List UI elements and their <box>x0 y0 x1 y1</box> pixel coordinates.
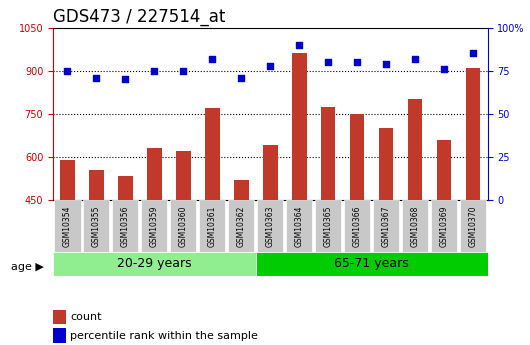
Text: GSM10366: GSM10366 <box>353 205 361 247</box>
Text: percentile rank within the sample: percentile rank within the sample <box>70 331 258 341</box>
FancyBboxPatch shape <box>199 200 225 252</box>
Point <box>469 51 478 56</box>
FancyBboxPatch shape <box>373 200 399 252</box>
Bar <box>234 180 249 200</box>
Point <box>382 61 391 67</box>
Text: GSM10365: GSM10365 <box>324 205 333 247</box>
Text: age ▶: age ▶ <box>11 263 43 272</box>
Point <box>150 68 158 73</box>
Point <box>353 59 361 65</box>
Point <box>440 66 448 72</box>
Point <box>121 77 130 82</box>
FancyBboxPatch shape <box>286 200 312 252</box>
Text: GSM10364: GSM10364 <box>295 205 304 247</box>
Text: GSM10367: GSM10367 <box>382 205 391 247</box>
FancyBboxPatch shape <box>142 200 167 252</box>
Point <box>295 42 304 48</box>
Bar <box>176 151 191 200</box>
Text: GSM10355: GSM10355 <box>92 205 101 247</box>
Point <box>266 63 275 68</box>
FancyBboxPatch shape <box>53 252 256 276</box>
Bar <box>466 68 480 200</box>
Bar <box>292 53 306 200</box>
Text: GSM10362: GSM10362 <box>237 205 246 247</box>
Bar <box>118 176 132 200</box>
Text: GSM10354: GSM10354 <box>63 205 72 247</box>
Text: GSM10361: GSM10361 <box>208 205 217 247</box>
Text: GSM10369: GSM10369 <box>440 205 448 247</box>
Point <box>92 75 101 80</box>
Bar <box>263 146 278 200</box>
Text: GSM10359: GSM10359 <box>150 205 159 247</box>
Text: GSM10363: GSM10363 <box>266 205 275 247</box>
Text: GSM10356: GSM10356 <box>121 205 130 247</box>
Bar <box>379 128 393 200</box>
Bar <box>350 114 365 200</box>
Point <box>324 59 332 65</box>
Point <box>63 68 72 73</box>
FancyBboxPatch shape <box>257 200 284 252</box>
Text: count: count <box>70 312 102 322</box>
FancyBboxPatch shape <box>83 200 110 252</box>
FancyBboxPatch shape <box>228 200 254 252</box>
Bar <box>147 148 162 200</box>
Point <box>237 75 245 80</box>
Bar <box>53 310 66 324</box>
Text: GSM10370: GSM10370 <box>469 205 478 247</box>
Bar <box>60 160 75 200</box>
Text: 20-29 years: 20-29 years <box>117 257 192 270</box>
FancyBboxPatch shape <box>112 200 138 252</box>
Bar <box>53 328 66 343</box>
Text: GSM10360: GSM10360 <box>179 205 188 247</box>
FancyBboxPatch shape <box>431 200 457 252</box>
FancyBboxPatch shape <box>170 200 197 252</box>
FancyBboxPatch shape <box>402 200 428 252</box>
Text: 65-71 years: 65-71 years <box>334 257 409 270</box>
FancyBboxPatch shape <box>315 200 341 252</box>
FancyBboxPatch shape <box>55 200 81 252</box>
FancyBboxPatch shape <box>460 200 486 252</box>
Bar <box>205 108 219 200</box>
FancyBboxPatch shape <box>256 252 488 276</box>
Bar <box>321 107 335 200</box>
Text: GSM10368: GSM10368 <box>411 205 420 247</box>
Bar <box>408 99 422 200</box>
Bar <box>437 140 452 200</box>
FancyBboxPatch shape <box>344 200 370 252</box>
Point <box>411 56 419 61</box>
Point <box>179 68 188 73</box>
Bar <box>89 170 104 200</box>
Text: GDS473 / 227514_at: GDS473 / 227514_at <box>53 8 225 26</box>
Point <box>208 56 217 61</box>
